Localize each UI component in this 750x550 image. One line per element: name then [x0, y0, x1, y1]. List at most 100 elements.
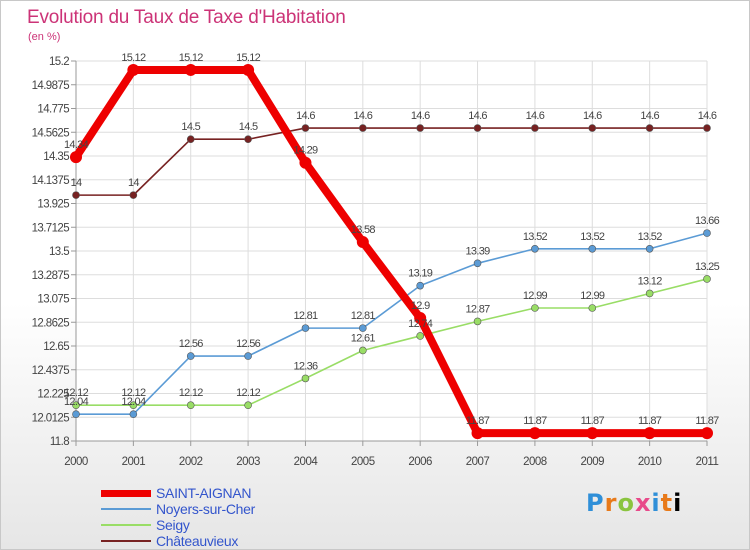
- data-label: 11.87: [523, 415, 547, 427]
- grid: [75, 60, 708, 442]
- legend-swatch: [101, 490, 151, 497]
- x-tick-label: 2010: [638, 456, 662, 468]
- x-tick-label: 2005: [351, 456, 375, 468]
- series-point-3: [588, 124, 597, 132]
- series-point-0: [414, 312, 427, 325]
- data-label: 14.34: [64, 139, 89, 151]
- data-label: 11.87: [466, 415, 490, 427]
- series-point-2: [301, 374, 310, 383]
- series-point-3: [301, 124, 310, 132]
- series-point-3: [129, 191, 138, 199]
- series-point-3: [531, 124, 539, 132]
- data-label: 12.04: [121, 396, 146, 408]
- data-label: 12.9: [411, 300, 430, 312]
- series-point-1: [72, 410, 80, 418]
- data-label: 12.81: [293, 310, 318, 322]
- x-tick-label: 2006: [408, 456, 432, 468]
- series-point-1: [416, 281, 424, 290]
- y-tick-label: 13.5: [49, 246, 69, 258]
- series-point-0: [242, 63, 255, 76]
- series-point-0: [528, 427, 541, 440]
- series-point-0: [356, 236, 369, 249]
- chart-title: Evolution du Taux de Taxe d'Habitation: [27, 7, 346, 28]
- data-label: 13.39: [466, 245, 491, 257]
- series-point-2: [531, 304, 539, 312]
- series-point-2: [645, 289, 654, 298]
- series-point-2: [72, 401, 80, 410]
- series-point-0: [299, 156, 312, 169]
- data-label: 14.6: [411, 110, 430, 122]
- series-point-3: [359, 124, 367, 132]
- data-label: 12.36: [293, 360, 318, 372]
- data-label: 13.19: [408, 268, 433, 280]
- y-tick-label: 12.225: [37, 389, 69, 401]
- series-point-0: [643, 427, 656, 440]
- y-tick-label: 12.0125: [32, 412, 70, 424]
- data-label: 13.52: [523, 231, 548, 243]
- x-axis-ticks: 2000 2001 2002 2003 2004 2005 2006 2007 2008 2009…: [64, 441, 719, 468]
- y-tick-label: 12.4375: [32, 365, 70, 377]
- y-tick-label: 14.35: [43, 151, 69, 163]
- logo-letter: o: [617, 489, 635, 517]
- logo-letter: r: [604, 489, 618, 517]
- legend-swatch: [101, 540, 151, 542]
- x-tick-label: 2004: [294, 456, 319, 468]
- data-label: 11.87: [695, 415, 719, 427]
- logo-letter: i: [673, 489, 683, 517]
- data-label: 12.99: [580, 290, 605, 302]
- data-label: 14.29: [293, 145, 318, 157]
- data-label: 14.5: [239, 121, 258, 133]
- series-point-2: [186, 401, 195, 410]
- legend-swatch: [101, 508, 151, 510]
- x-tick-label: 2000: [64, 456, 88, 468]
- data-label: 14.6: [296, 110, 315, 122]
- series-line-0: [72, 65, 711, 438]
- series-point-2: [416, 332, 424, 340]
- series-point-0: [70, 151, 82, 164]
- y-tick-label: 14.1375: [32, 175, 70, 187]
- y-tick-label: 14.5625: [32, 127, 70, 139]
- y-axis-ticks: 15.2 14.9875 14.775 14.5625 14.35 14.1375 13.9…: [32, 56, 76, 448]
- x-tick-label: 2007: [466, 456, 490, 468]
- series-point-2: [359, 346, 367, 355]
- series-line-2: [75, 278, 708, 407]
- y-tick-label: 12.65: [43, 341, 69, 353]
- series-layer: [70, 63, 713, 440]
- data-label: 13.58: [351, 224, 376, 236]
- series-point-2: [244, 401, 252, 410]
- data-label: 13.12: [638, 275, 663, 287]
- series-point-1: [129, 410, 138, 418]
- series-point-3: [186, 135, 195, 144]
- data-label: 15.12: [236, 52, 261, 64]
- series-point-0: [586, 427, 599, 440]
- series-line-1: [75, 232, 708, 415]
- data-label: 12.81: [351, 310, 376, 322]
- unit-label: (en %): [28, 31, 61, 43]
- y-tick-label: 13.2875: [32, 270, 70, 282]
- data-label: 12.56: [236, 338, 261, 350]
- data-label: 12.87: [466, 303, 491, 315]
- x-tick-label: 2003: [236, 456, 260, 468]
- data-labels: 14.34 15.12 15.12 15.12 14.29 13.58 12.9 11.87 1…: [64, 52, 720, 427]
- series-point-3: [645, 124, 654, 132]
- series-point-1: [359, 324, 367, 332]
- series-point-0: [701, 427, 713, 440]
- x-tick-label: 2002: [179, 456, 203, 468]
- y-tick-label: 12.8625: [32, 317, 70, 329]
- series-point-1: [645, 244, 654, 253]
- series-point-1: [301, 324, 310, 332]
- data-label: 14.6: [640, 110, 659, 122]
- series-point-3: [416, 124, 424, 132]
- data-label: 15.12: [121, 52, 146, 64]
- data-label: 12.12: [179, 387, 204, 399]
- y-tick-label: 15.2: [49, 56, 69, 68]
- series-point-3: [473, 124, 482, 132]
- data-label: 14.6: [354, 110, 373, 122]
- y-tick-label: 13.075: [37, 294, 69, 306]
- data-label: 11.87: [638, 415, 662, 427]
- data-label: 13.52: [580, 231, 605, 243]
- data-label: 12.04: [64, 396, 89, 408]
- legend-label: Seigy: [156, 517, 190, 533]
- series-point-1: [588, 244, 597, 253]
